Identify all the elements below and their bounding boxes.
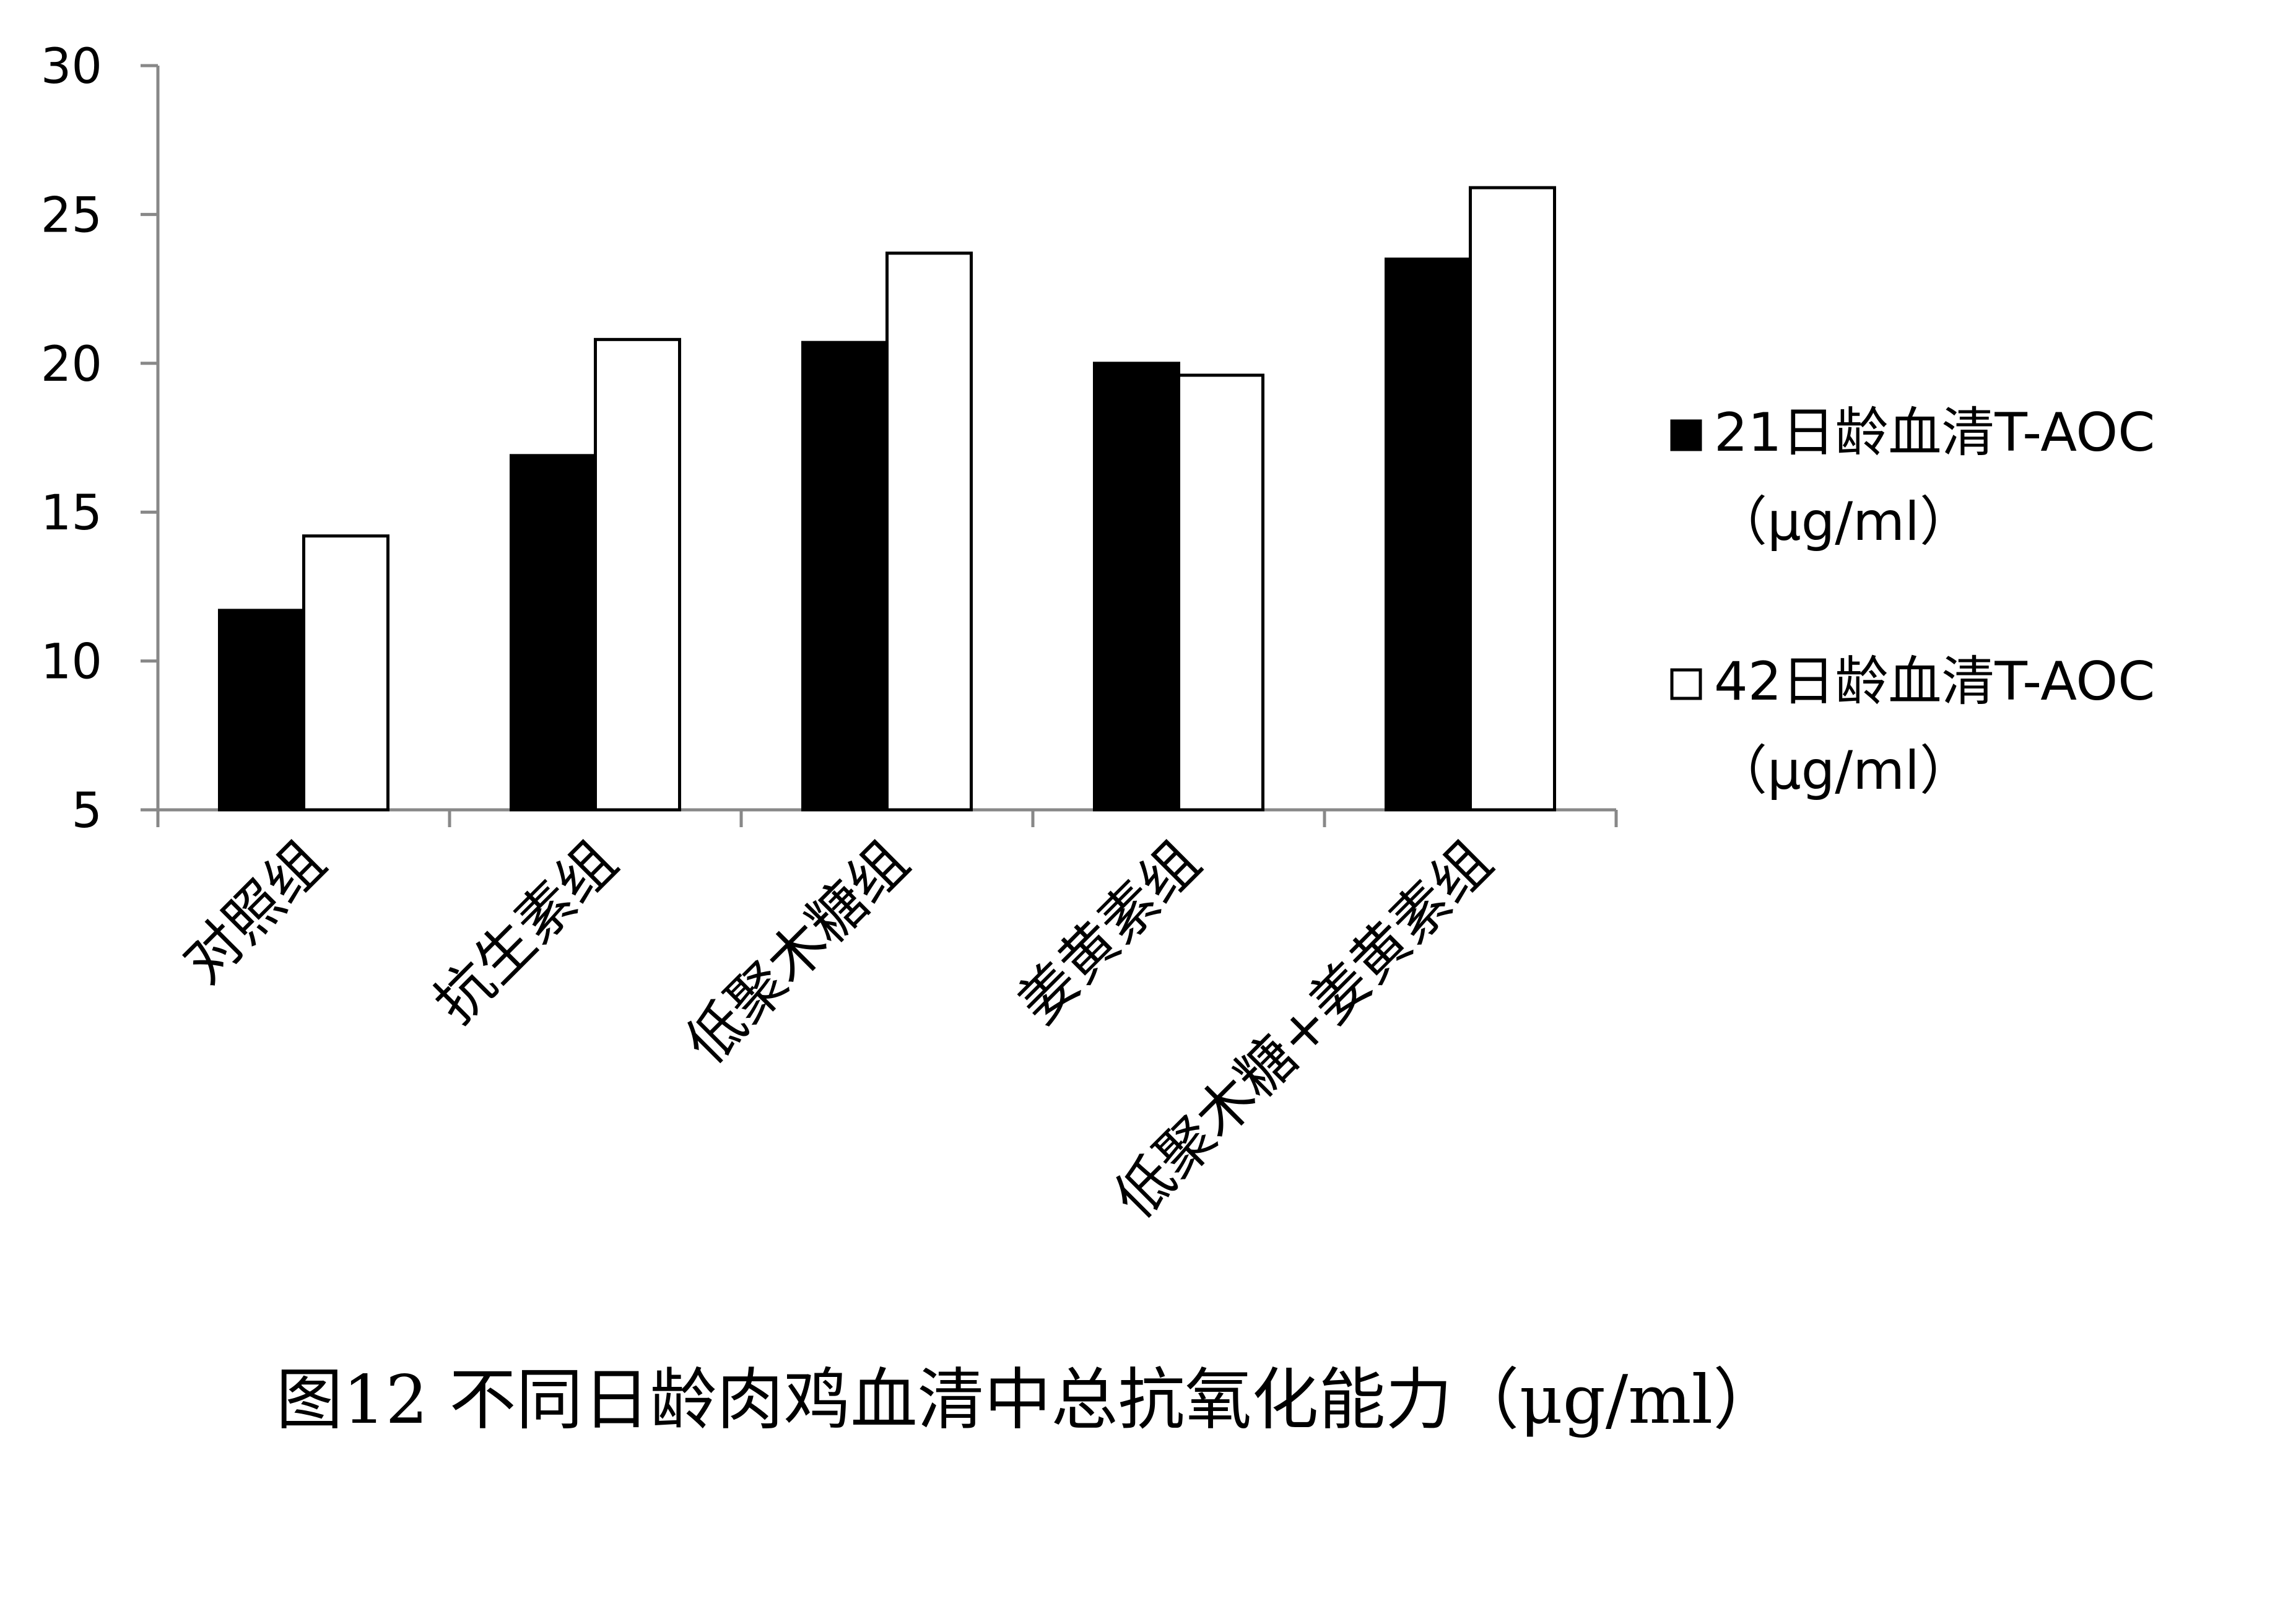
figure-caption: 图12 不同日龄肉鸡血清中总抗氧化能力（μg/ml）	[276, 1361, 1780, 1439]
legend-label-series-2: 42日龄血清T-AOC	[1714, 651, 2155, 713]
legend-swatch-series-2	[1670, 668, 1702, 700]
y-tick-label: 20	[41, 337, 102, 393]
y-tick-label: 10	[41, 635, 102, 690]
bar-series-1-cat-1	[218, 609, 305, 812]
y-tick-label: 30	[41, 39, 102, 95]
legend-label-series-1: 21日龄血清T-AOC	[1714, 402, 2155, 464]
legend-swatch-series-1	[1670, 419, 1702, 451]
bars	[218, 186, 1556, 812]
x-category-label: 低聚木糖组	[673, 828, 921, 1077]
x-category-label: 抗生素组	[422, 828, 630, 1036]
x-category-label: 对照组	[170, 828, 338, 996]
bar-series-2-cat-5	[1469, 186, 1556, 812]
legend-unit-series-2: （μg/ml）	[1714, 740, 1973, 802]
y-tick-label: 5	[71, 783, 102, 839]
bar-series-1-cat-5	[1385, 258, 1472, 812]
axes	[141, 64, 1618, 827]
bar-series-2-cat-4	[1177, 373, 1264, 812]
x-category-label: 姜黄素组	[1005, 828, 1213, 1036]
bar-series-1-cat-3	[801, 341, 889, 812]
bar-series-1-cat-2	[510, 454, 597, 812]
legend: 21日龄血清T-AOC （μg/ml） 42日龄血清T-AOC （μg/ml）	[1670, 402, 2155, 802]
bar-series-2-cat-3	[885, 251, 973, 812]
y-tick-label: 15	[41, 485, 102, 541]
legend-unit-series-1: （μg/ml）	[1714, 491, 1973, 553]
y-tick-labels: 5 10 15 20 25 30	[41, 39, 102, 839]
bar-series-2-cat-1	[302, 534, 389, 812]
bar-series-2-cat-2	[594, 337, 681, 812]
y-tick-label: 25	[41, 188, 102, 243]
bar-series-1-cat-4	[1093, 362, 1180, 812]
